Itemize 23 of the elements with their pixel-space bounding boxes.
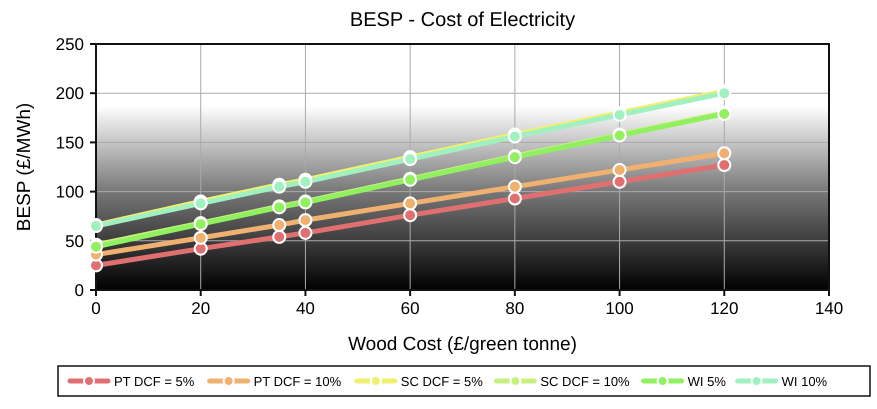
- x-tick-label: 60: [400, 299, 420, 318]
- y-tick-label: 200: [56, 84, 84, 104]
- x-tick-label: 120: [710, 299, 738, 318]
- y-axis-title: BESP (£/MWh): [14, 102, 35, 232]
- legend-label: SC DCF = 10%: [540, 374, 630, 389]
- y-tick-label: 250: [56, 35, 84, 54]
- x-tick-label: 0: [91, 299, 101, 318]
- y-tick-label: 50: [65, 232, 84, 251]
- x-tick-label: 80: [505, 299, 524, 318]
- chart-title: BESP - Cost of Electricity: [350, 9, 576, 31]
- y-tick-label: 150: [56, 133, 84, 152]
- legend-label: PT DCF = 5%: [114, 374, 195, 389]
- x-tick-label: 40: [296, 299, 315, 318]
- x-tick-label: 20: [191, 299, 210, 318]
- legend-label: WI 5%: [688, 374, 726, 389]
- legend-label: WI 10%: [782, 374, 828, 389]
- y-tick-label: 0: [74, 281, 84, 300]
- x-axis-title: Wood Cost (£/green tonne): [348, 334, 577, 355]
- legend-label: PT DCF = 10%: [254, 374, 342, 389]
- x-tick-label: 100: [605, 299, 634, 318]
- legend-label: SC DCF = 5%: [400, 374, 484, 389]
- y-tick-label: 100: [56, 182, 84, 202]
- x-tick-label: 140: [814, 299, 844, 318]
